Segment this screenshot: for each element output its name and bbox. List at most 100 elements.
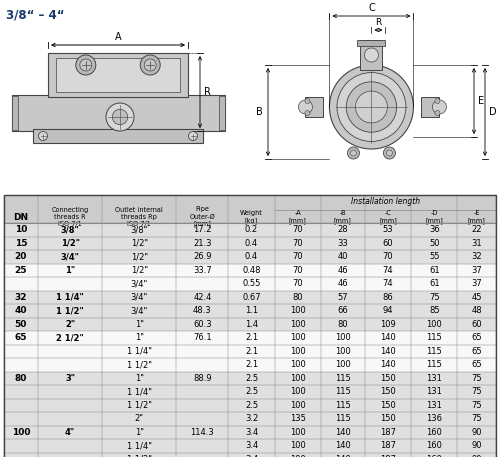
Text: 2": 2" <box>65 320 75 329</box>
Text: C: C <box>368 3 375 13</box>
Text: 57: 57 <box>338 293 348 302</box>
Circle shape <box>140 55 160 75</box>
Text: 115: 115 <box>335 374 350 383</box>
Text: 75: 75 <box>429 293 440 302</box>
Text: 3.2: 3.2 <box>245 414 258 423</box>
Text: 46: 46 <box>338 279 348 288</box>
Bar <box>219 96 225 130</box>
Text: Weight
[kg]: Weight [kg] <box>240 210 263 224</box>
Text: D: D <box>489 107 496 117</box>
Text: 1": 1" <box>135 333 144 342</box>
Text: -D
[mm]: -D [mm] <box>426 210 443 224</box>
Bar <box>48 53 188 97</box>
Circle shape <box>298 100 312 114</box>
Circle shape <box>350 150 356 156</box>
Text: 3/8": 3/8" <box>130 225 148 234</box>
Text: 115: 115 <box>335 401 350 410</box>
Text: 100: 100 <box>335 360 350 369</box>
Text: 36: 36 <box>429 225 440 234</box>
Text: 66: 66 <box>338 306 348 315</box>
Text: 80: 80 <box>292 293 303 302</box>
Text: 10: 10 <box>14 225 27 234</box>
Circle shape <box>330 65 413 149</box>
Text: 1 1/4": 1 1/4" <box>127 387 152 396</box>
Circle shape <box>432 100 446 114</box>
Circle shape <box>305 111 310 116</box>
Text: E: E <box>478 96 484 106</box>
Text: 115: 115 <box>335 387 350 396</box>
Text: 100: 100 <box>290 387 306 396</box>
Text: 1 1/4": 1 1/4" <box>127 441 152 450</box>
Text: 65: 65 <box>472 347 482 356</box>
Text: 53: 53 <box>383 225 394 234</box>
Text: 160: 160 <box>426 441 442 450</box>
Text: 32: 32 <box>14 293 27 302</box>
Text: B: B <box>256 107 263 117</box>
Text: 61: 61 <box>429 279 440 288</box>
Text: 1/2": 1/2" <box>130 239 148 248</box>
Text: 150: 150 <box>380 414 396 423</box>
Text: 74: 74 <box>383 279 394 288</box>
Bar <box>4 237 496 250</box>
Bar <box>4 331 496 345</box>
Text: 70: 70 <box>292 239 303 248</box>
Text: 140: 140 <box>335 441 350 450</box>
Text: 1 1/4": 1 1/4" <box>127 347 152 356</box>
Text: 1": 1" <box>65 266 75 275</box>
Text: 1/2": 1/2" <box>130 266 148 275</box>
Text: 131: 131 <box>426 374 442 383</box>
Text: 80: 80 <box>14 374 27 383</box>
Text: 1/2": 1/2" <box>60 239 80 248</box>
Text: 0.67: 0.67 <box>242 293 261 302</box>
Bar <box>4 264 496 277</box>
Text: 160: 160 <box>426 455 442 457</box>
Text: 1": 1" <box>135 428 144 437</box>
Text: 1.1: 1.1 <box>245 306 258 315</box>
Text: 2.5: 2.5 <box>245 387 258 396</box>
Bar <box>4 223 496 237</box>
Bar <box>422 97 440 117</box>
Text: 2.5: 2.5 <box>245 401 258 410</box>
Text: 115: 115 <box>426 333 442 342</box>
Text: 187: 187 <box>380 441 396 450</box>
Text: 140: 140 <box>380 333 396 342</box>
Bar <box>4 195 496 223</box>
Circle shape <box>384 147 396 159</box>
Bar <box>4 195 496 457</box>
Text: 40: 40 <box>14 306 27 315</box>
Text: 61: 61 <box>429 266 440 275</box>
Text: 1/2": 1/2" <box>130 252 148 261</box>
Text: 50: 50 <box>429 239 440 248</box>
Text: 150: 150 <box>380 401 396 410</box>
Text: 17.2: 17.2 <box>193 225 212 234</box>
Text: 160: 160 <box>426 428 442 437</box>
Bar <box>4 358 496 372</box>
Text: 33.7: 33.7 <box>193 266 212 275</box>
Text: R: R <box>376 18 382 27</box>
Text: 70: 70 <box>292 266 303 275</box>
Text: 100: 100 <box>290 441 306 450</box>
Text: 114.3: 114.3 <box>190 428 214 437</box>
Text: 65: 65 <box>14 333 27 342</box>
Text: 1": 1" <box>135 374 144 383</box>
Text: 1 1/2": 1 1/2" <box>56 306 84 315</box>
Circle shape <box>346 82 397 132</box>
Text: A: A <box>114 32 121 42</box>
Text: R: R <box>204 87 211 97</box>
Bar <box>4 250 496 264</box>
Text: 115: 115 <box>335 414 350 423</box>
Text: 85: 85 <box>429 306 440 315</box>
Text: 150: 150 <box>380 374 396 383</box>
Bar <box>4 372 496 385</box>
Text: 140: 140 <box>335 455 350 457</box>
Text: 22: 22 <box>472 225 482 234</box>
Text: Connecting
threads R
ISO 7/1: Connecting threads R ISO 7/1 <box>52 207 88 227</box>
Text: 2.1: 2.1 <box>245 347 258 356</box>
Text: -B
[mm]: -B [mm] <box>334 210 351 224</box>
Text: 26.9: 26.9 <box>193 252 212 261</box>
Text: 75: 75 <box>472 401 482 410</box>
Text: Installation length: Installation length <box>350 197 420 206</box>
Bar <box>4 277 496 291</box>
Text: 1": 1" <box>135 320 144 329</box>
Text: 100: 100 <box>290 428 306 437</box>
